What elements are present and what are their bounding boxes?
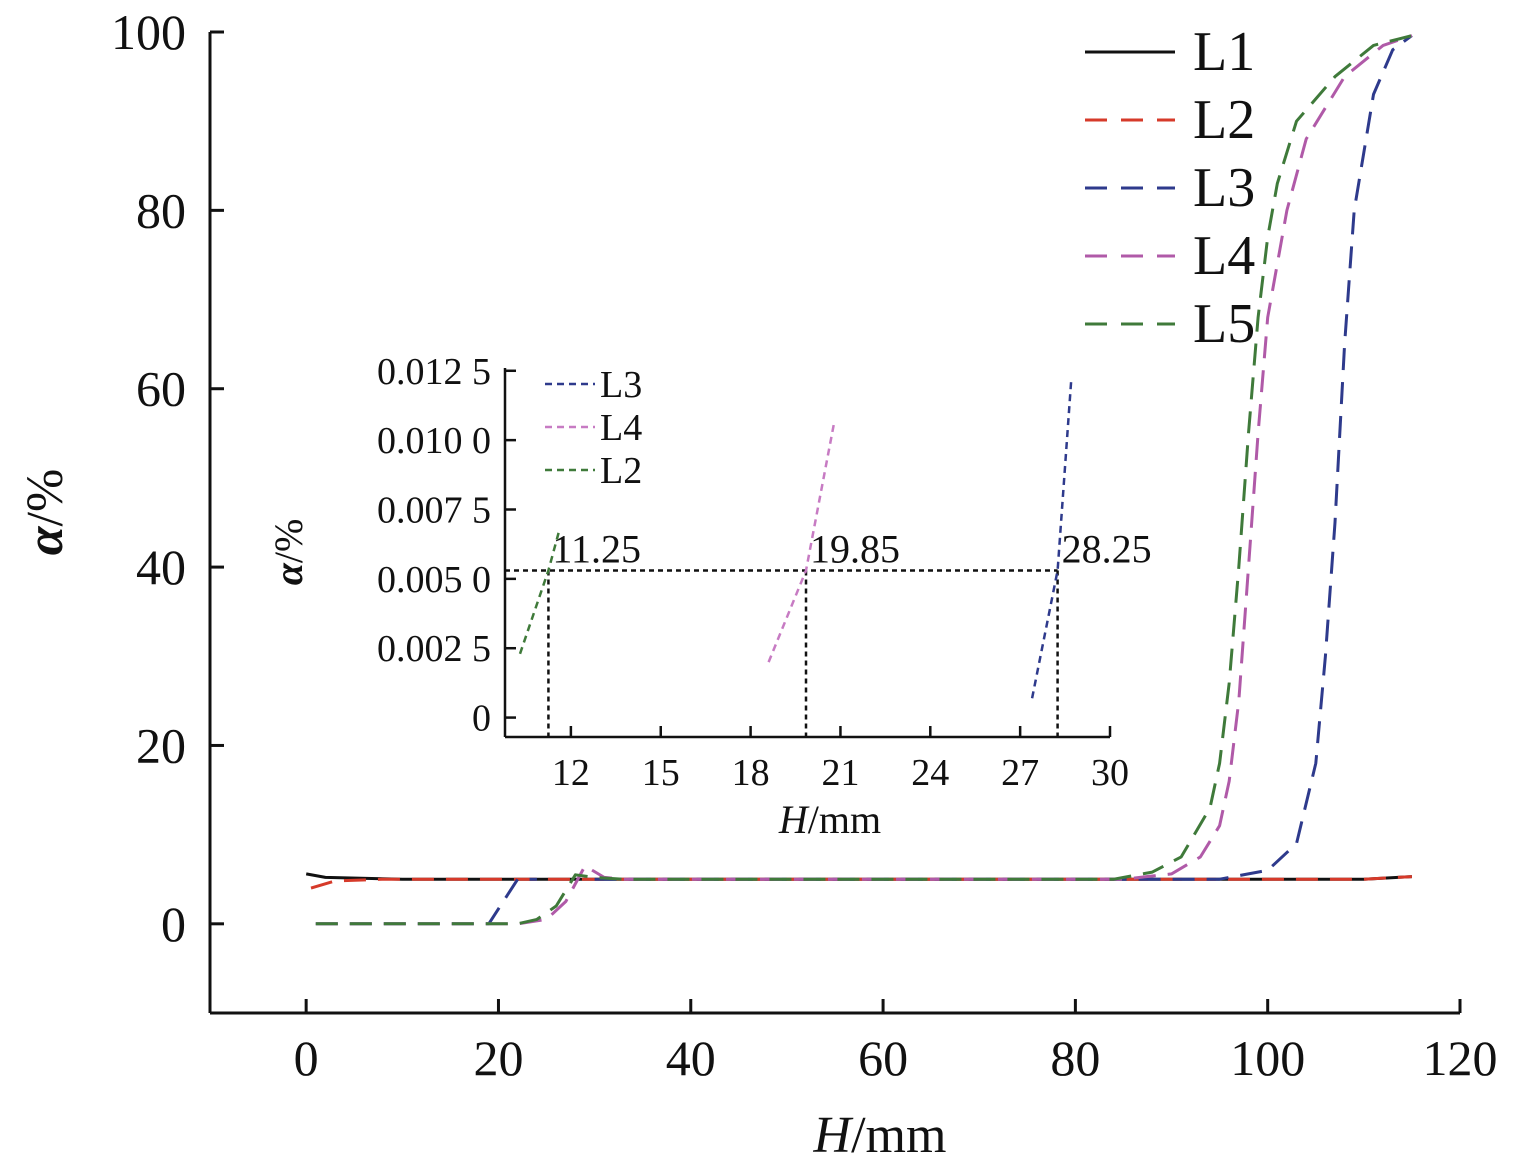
x-axis-label-variable: H [778, 797, 810, 842]
y-tick-label: 60 [136, 361, 186, 417]
y-tick-label: 0 [161, 896, 186, 952]
x-tick-label: 18 [732, 752, 770, 794]
legend-label-l2: L2 [600, 450, 642, 492]
x-axis-label: H/mm [813, 1107, 947, 1164]
x-tick-label: 24 [911, 752, 949, 794]
y-tick-label: 0.007 5 [377, 489, 491, 531]
legend-label-l2: L2 [1193, 89, 1255, 151]
y-tick-label: 20 [136, 717, 186, 773]
y-tick-label: 0.005 0 [377, 559, 491, 601]
y-tick-label: 100 [111, 4, 186, 60]
series-line-l3 [315, 877, 537, 926]
annotation-label: 28.25 [1062, 527, 1152, 572]
annotation-label: 19.85 [810, 527, 900, 572]
x-tick-label: 20 [473, 1030, 523, 1086]
legend-label-l4: L4 [600, 407, 642, 449]
legend-label-l3: L3 [600, 364, 642, 406]
y-tick-label: 40 [136, 539, 186, 595]
series-line-l3 [1030, 381, 1073, 699]
x-tick-label: 21 [821, 752, 859, 794]
series-line-l4 [315, 34, 1413, 926]
y-axis-label-unit: /% [266, 519, 311, 563]
y-axis-label: α/% [266, 519, 311, 586]
y-tick-label: 0 [472, 698, 491, 740]
x-tick-label: 30 [1091, 752, 1129, 794]
series-line-l2 [518, 531, 561, 655]
y-tick-label: 0.002 5 [377, 628, 491, 670]
x-tick-label: 15 [642, 752, 680, 794]
x-axis-label-unit: /mm [851, 1107, 946, 1164]
y-axis-label-unit: /% [17, 469, 74, 527]
y-axis-label: α/% [17, 469, 74, 556]
legend-label-l3: L3 [1193, 157, 1255, 219]
legend-label-l5: L5 [1193, 293, 1255, 355]
x-tick-label: 0 [294, 1030, 319, 1086]
y-tick-label: 0.012 5 [377, 351, 491, 393]
x-tick-label: 100 [1230, 1030, 1305, 1086]
x-axis-label-variable: H [813, 1107, 854, 1164]
series-line-l4 [767, 420, 836, 663]
x-tick-label: 40 [666, 1030, 716, 1086]
main-plot: 0 20 40 60 80 100 120020406080100H/mmα/%L1L2L3… [17, 4, 1498, 1164]
x-tick-label: 80 [1050, 1030, 1100, 1086]
x-axis-label-unit: /mm [808, 797, 881, 842]
x-tick-label: 120 [1423, 1030, 1498, 1086]
inset-plot: 12 15 18 21 24 27 30 0 0.002 5 0.005 0 0.007 5 0.01… [266, 351, 1152, 842]
y-tick-label: 80 [136, 182, 186, 238]
legend-label-l4: L4 [1193, 225, 1255, 287]
series-line-l5 [315, 34, 1413, 926]
y-axis-label-symbol: α [266, 562, 311, 585]
y-tick-label: 0.010 0 [377, 420, 491, 462]
y-axis-label-symbol: α [17, 525, 74, 555]
series-line-l3 [594, 34, 1413, 881]
legend-label-l1: L1 [1193, 21, 1255, 83]
annotation-label: 11.25 [552, 527, 641, 572]
x-tick-label: 12 [552, 752, 590, 794]
x-axis-label: H/mm [778, 797, 881, 842]
x-tick-label: 27 [1001, 752, 1039, 794]
x-tick-label: 60 [858, 1030, 908, 1086]
